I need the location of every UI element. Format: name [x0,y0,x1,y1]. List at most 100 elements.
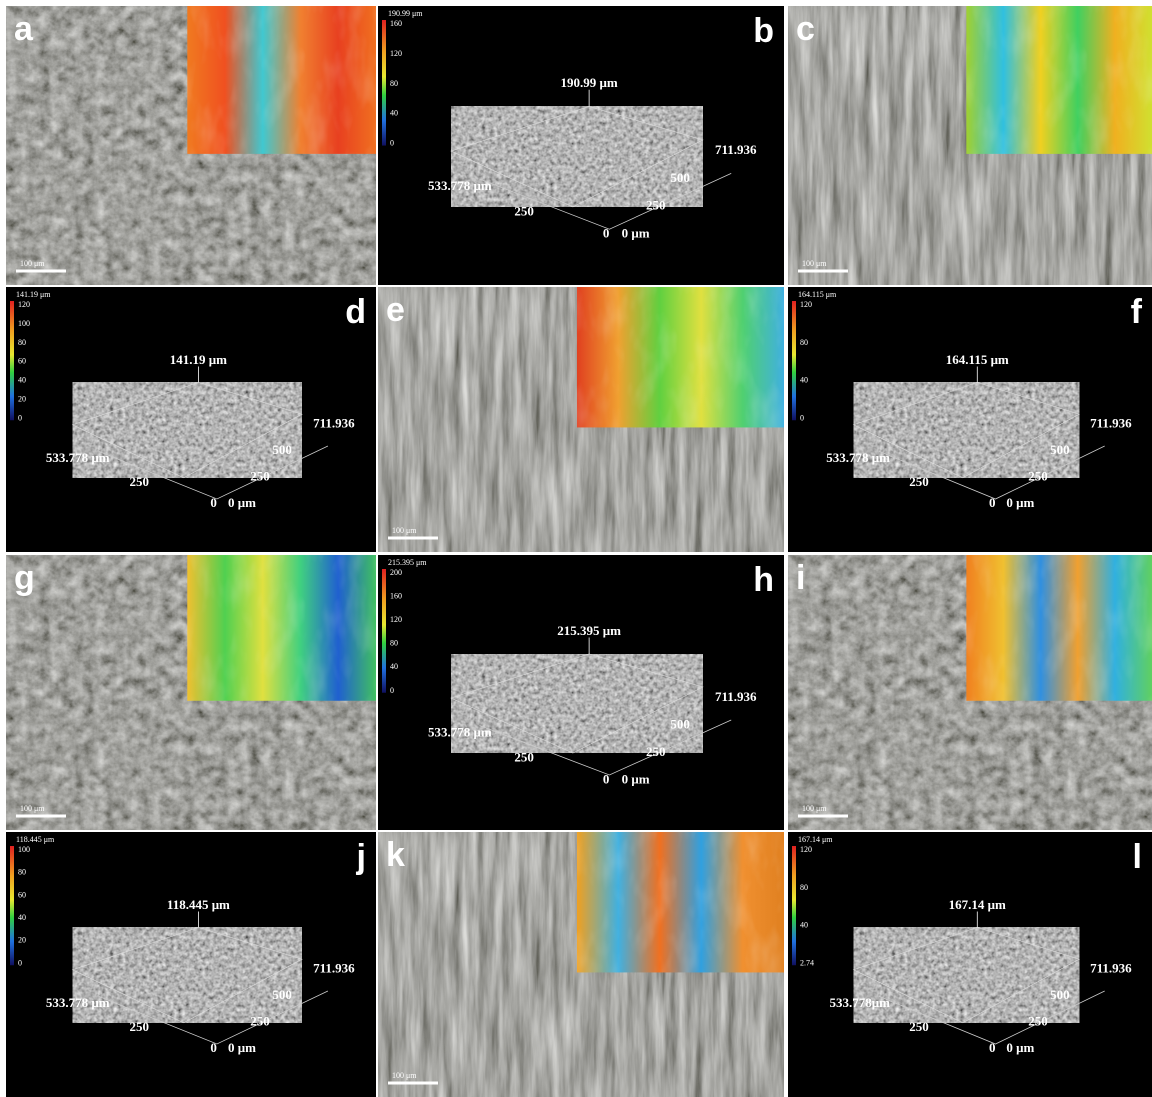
axis-label: 0 [989,495,996,510]
axis-label: 533.778 μm [46,995,110,1010]
colorbar-tick: 80 [18,338,26,347]
axis-label: 0 μm [228,1040,256,1055]
colorbar [10,846,14,965]
axis-label: 0 μm [622,771,650,786]
axis-label: 0 μm [1006,495,1034,510]
peak-label: 141.19 μm [170,352,227,367]
axis-label: 533.778 μm [428,178,492,193]
axis-label: 250 [129,1019,149,1034]
inset-texture [577,287,784,427]
panel-label: h [753,561,774,599]
axis-label: 0 μm [228,495,256,510]
colorbar-tick: 80 [800,338,808,347]
colorbar-tick: 40 [800,376,808,385]
axis-label: 250 [646,744,666,759]
axis-label: 500 [272,987,292,1002]
colorbar-title: 167.14 μm [798,835,833,844]
panel-label: i [796,559,805,597]
axis-label: 250 [250,468,270,483]
colorbar-tick: 200 [390,568,402,577]
axis-label: 500 [1050,987,1070,1002]
panel-label: e [386,291,405,329]
colorbar-tick: 120 [800,845,812,854]
colorbar-tick: 0 [18,413,22,422]
colorbar-tick: 0 [390,686,394,695]
colorbar-tick: 0 [390,139,394,148]
peak-label: 118.445 μm [167,897,230,912]
axis-label: 711.936 [715,142,757,157]
colorbar-tick: 100 [18,319,30,328]
colorbar-tick: 60 [18,890,26,899]
panel-label: j [356,838,366,876]
colorbar-tick: 80 [390,79,398,88]
panel-label: a [14,10,34,48]
axis-label: 250 [250,1013,270,1028]
inset-texture [577,832,784,972]
axis-label: 533.778μm [829,995,890,1010]
scale-bar-label: 100 μm [392,1071,417,1080]
colorbar-tick: 120 [390,49,402,58]
colorbar-title: 190.99 μm [388,9,423,18]
colorbar-tick: 40 [18,376,26,385]
colorbar-tick: 80 [390,639,398,648]
axis-label: 250 [646,198,666,213]
panel-label: l [1133,838,1142,876]
axis-label: 250 [129,474,149,489]
axis-label: 533.778 μm [428,725,492,740]
colorbar-title: 215.395 μm [388,558,427,567]
panel: c 100 μm [788,6,1152,285]
panel: a 100 μm [6,6,376,285]
axis-label: 250 [514,749,534,764]
colorbar [10,301,14,420]
peak-label: 190.99 μm [561,75,618,90]
scale-bar-label: 100 μm [392,526,417,535]
colorbar-tick: 120 [390,615,402,624]
scale-bar-label: 100 μm [20,259,45,268]
figure: a100 μmb190.99 μm16012080400711.93650025… [0,0,1152,1097]
colorbar-tick: 120 [800,300,812,309]
colorbar-tick: 40 [390,662,398,671]
colorbar-tick: 20 [18,936,26,945]
scale-bar-label: 100 μm [802,804,827,813]
panel: g100 μm [6,555,376,830]
axis-label: 0 μm [1006,1040,1034,1055]
axis-label: 0 [603,226,610,241]
panel-label: c [796,10,815,48]
peak-label: 164.115 μm [946,352,1009,367]
colorbar-tick: 60 [18,357,26,366]
inset-texture [187,555,376,701]
scale-bar-label: 100 μm [802,259,827,268]
axis-label: 250 [909,474,929,489]
colorbar [382,569,386,693]
colorbar-title: 118.445 μm [16,835,55,844]
colorbar-title: 141.19 μm [16,290,51,299]
inset-texture [966,555,1152,701]
colorbar-tick: 80 [18,868,26,877]
axis-label: 500 [1050,442,1070,457]
axis-label: 711.936 [715,689,757,704]
axis-label: 500 [272,442,292,457]
panel-label: g [14,559,35,597]
colorbar-tick: 160 [390,592,402,601]
axis-label: 533.778 μm [46,450,110,465]
colorbar-tick: 40 [18,913,26,922]
axis-label: 250 [909,1019,929,1034]
colorbar-tick: 0 [18,958,22,967]
colorbar-tick: 100 [18,845,30,854]
colorbar-tick: 160 [390,19,402,28]
panel: b190.99 μm16012080400711.9365002500 μm53… [378,6,784,285]
colorbar-tick: 80 [800,883,808,892]
axis-label: 250 [1028,1013,1048,1028]
panel: l167.14 μm12080402.74711.9365002500 μm53… [788,832,1152,1097]
axis-label: 250 [1028,468,1048,483]
axis-label: 250 [514,203,534,218]
colorbar-tick: 2.74 [800,958,814,967]
axis-label: 711.936 [313,960,355,975]
inset-texture [966,6,1152,154]
panel-label: b [753,12,774,50]
colorbar-title: 164.115 μm [798,290,837,299]
